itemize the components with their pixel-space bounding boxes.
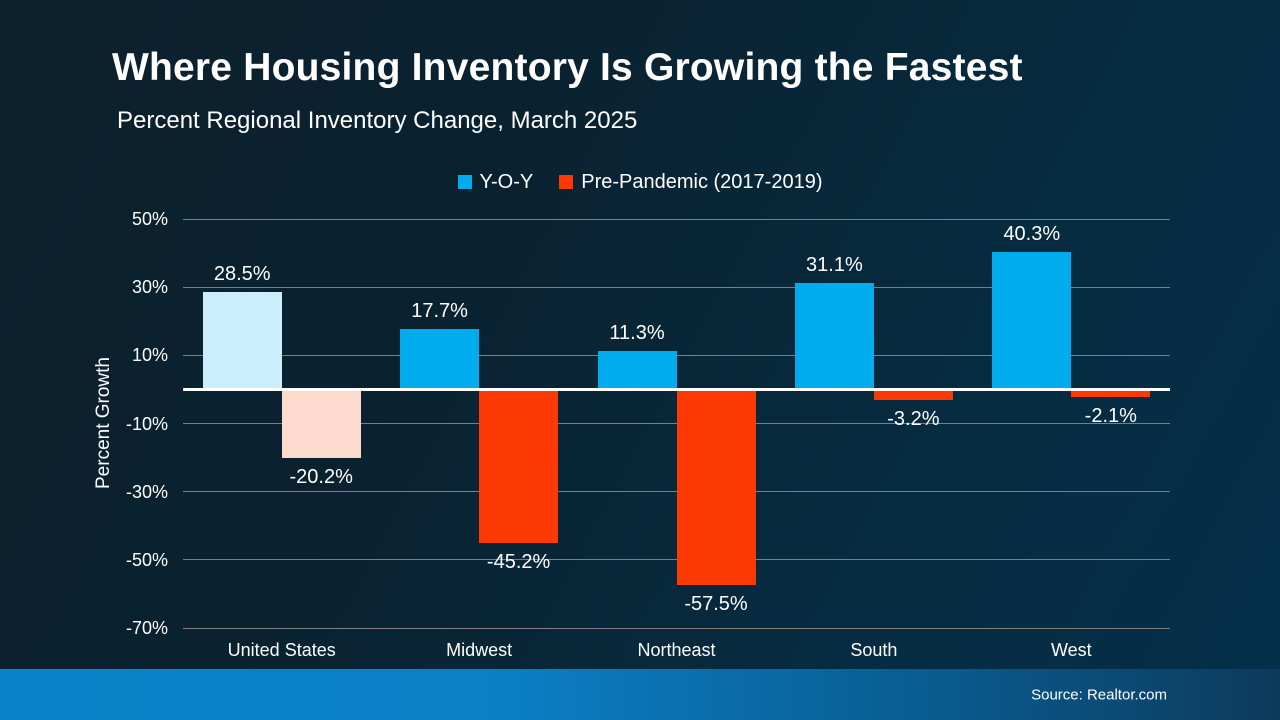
value-label-y-o-y-northeast: 11.3% <box>609 321 665 344</box>
x-axis-label-united-states: United States <box>227 640 336 660</box>
bar-pre-pandemic-2017-2019-south <box>873 389 953 401</box>
bar-pre-pandemic-2017-2019-northeast <box>676 389 756 586</box>
value-label-y-o-y-west: 40.3% <box>1003 223 1061 246</box>
gridline-30 <box>183 286 1170 288</box>
bar-y-o-y-west <box>992 252 1072 390</box>
value-label-pre-pandemic-2017-2019-west: -2.1% <box>1084 404 1137 427</box>
footer-bar: Source: Realtor.com <box>0 669 1280 720</box>
value-label-pre-pandemic-2017-2019-south: -3.2% <box>887 408 940 431</box>
value-label-y-o-y-united-states: 28.5% <box>213 263 271 286</box>
legend-item-y-o-y: Y-O-Y <box>457 170 534 194</box>
legend-swatch-y-o-y <box>457 175 472 189</box>
legend-label-pre-pandemic-2017-2019: Pre-Pandemic (2017-2019) <box>581 170 823 193</box>
x-axis-label-west: West <box>1050 640 1092 660</box>
y-tick-label--50: -50% <box>125 549 168 570</box>
value-label-y-o-y-midwest: 17.7% <box>411 300 468 323</box>
gridline-50 <box>183 218 1170 220</box>
zero-axis-line <box>183 387 1170 391</box>
bar-pre-pandemic-2017-2019-west <box>1071 389 1151 397</box>
source-credit: Source: Realtor.com <box>1031 686 1167 703</box>
x-axis-label-northeast: Northeast <box>637 640 716 660</box>
y-tick-label--30: -30% <box>125 481 168 502</box>
bar-y-o-y-midwest <box>400 329 480 390</box>
bar-y-o-y-united-states <box>202 292 282 390</box>
y-tick-label-30: 30% <box>131 277 168 298</box>
chart-subtitle: Percent Regional Inventory Change, March… <box>117 107 638 134</box>
y-tick-label-50: 50% <box>131 209 168 229</box>
value-label-pre-pandemic-2017-2019-midwest: -45.2% <box>486 551 551 574</box>
y-tick-label--70: -70% <box>125 618 168 638</box>
legend-item-pre-pandemic-2017-2019: Pre-Pandemic (2017-2019) <box>559 171 822 194</box>
bar-pre-pandemic-2017-2019-united-states <box>281 389 361 459</box>
legend-label-y-o-y: Y-O-Y <box>479 170 534 193</box>
x-axis-label-south: South <box>850 640 898 660</box>
y-tick-label--10: -10% <box>125 413 168 434</box>
value-label-y-o-y-south: 31.1% <box>806 254 863 277</box>
legend: Y-O-Y Pre-Pandemic (2017-2019) <box>0 168 1280 196</box>
value-label-pre-pandemic-2017-2019-united-states: -20.2% <box>289 466 353 489</box>
bar-y-o-y-south <box>794 283 874 390</box>
bar-pre-pandemic-2017-2019-midwest <box>479 389 559 544</box>
bar-y-o-y-northeast <box>597 350 677 390</box>
gridline-10 <box>183 354 1170 356</box>
value-label-pre-pandemic-2017-2019-northeast: -57.5% <box>684 593 748 616</box>
gridline--70 <box>183 627 1170 629</box>
legend-swatch-pre-pandemic-2017-2019 <box>559 175 574 189</box>
plot-area: 28.5% -20.2% 17.7% -45.2% 11.3% -57.5% 31.1% -3… <box>183 218 1170 629</box>
y-tick-label-10: 10% <box>131 345 168 366</box>
x-axis-label-midwest: Midwest <box>446 640 513 660</box>
chart-title: Where Housing Inventory Is Growing the F… <box>112 46 1023 89</box>
